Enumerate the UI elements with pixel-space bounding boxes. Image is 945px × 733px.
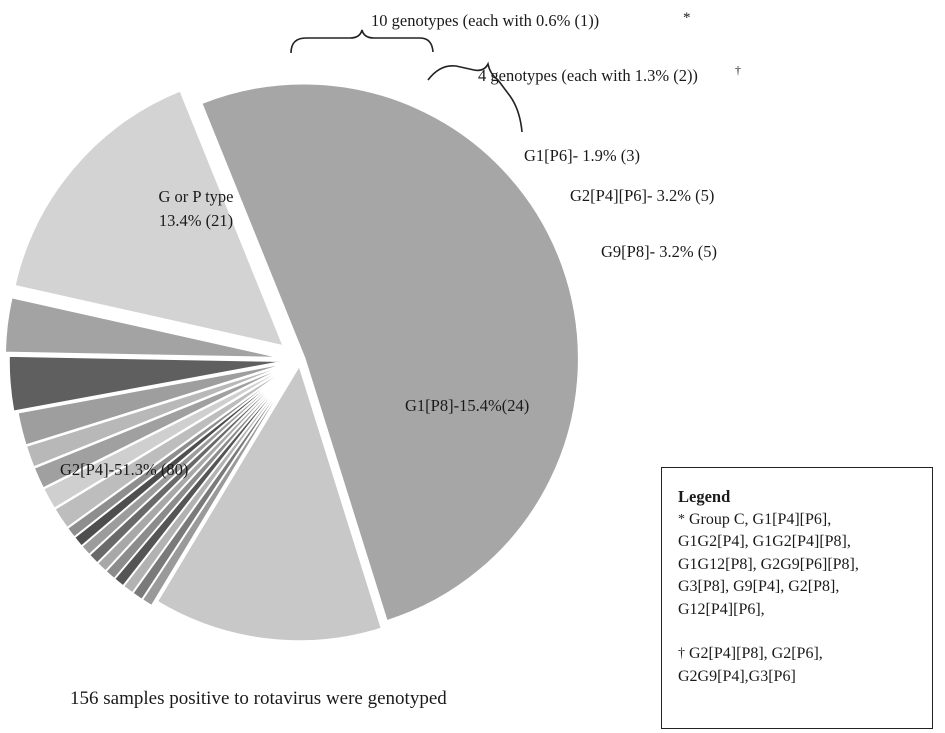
- legend-dagger-text-1: G2[P4][P8], G2[P6],: [689, 645, 823, 662]
- slice-label-g2p4p6: G2[P4][P6]- 3.2% (5): [570, 186, 714, 205]
- pie-slices: [5, 84, 578, 641]
- legend-box: Legend * Group C, G1[P4][P6], G1G2[P4], …: [661, 467, 933, 729]
- legend-star-line-1: * Group C, G1[P4][P6],: [678, 509, 932, 532]
- slice-label-g2p4: G2[P4]-51.3% (80): [60, 460, 188, 479]
- slice-label-g1p8: G1[P8]-15.4%(24): [405, 396, 529, 415]
- annotation-ten-marker: *: [683, 10, 691, 26]
- annotation-four-genotypes: 4 genotypes (each with 1.3% (2)): [478, 66, 698, 85]
- slice-label-gorp-line1: G or P type: [158, 187, 233, 206]
- bracket-ten-genotypes: [291, 30, 433, 53]
- legend-star-text-1: Group C, G1[P4][P6],: [689, 511, 831, 528]
- legend-star-line-3: G1G12[P8], G2G9[P6][P8],: [678, 554, 932, 577]
- legend-title: Legend: [678, 486, 932, 509]
- annotation-ten-genotypes: 10 genotypes (each with 0.6% (1)): [371, 11, 599, 30]
- legend-dagger-line-1: † G2[P4][P8], G2[P6],: [678, 643, 932, 666]
- legend-star-line-2: G1G2[P4], G1G2[P4][P8],: [678, 531, 932, 554]
- legend-dagger-line-2: G2G9[P4],G3[P6]: [678, 666, 932, 689]
- legend-star-line-4: G3[P8], G9[P4], G2[P8],: [678, 576, 932, 599]
- slice-label-g9p8: G9[P8]- 3.2% (5): [601, 242, 717, 261]
- slice-label-g1p6: G1[P6]- 1.9% (3): [524, 146, 640, 165]
- legend-gap: [678, 621, 932, 643]
- legend-dagger-marker: †: [678, 646, 685, 661]
- chart-caption: 156 samples positive to rotavirus were g…: [70, 688, 590, 710]
- slice-label-gorp-line2: 13.4% (21): [159, 211, 233, 230]
- annotation-four-marker: †: [735, 63, 741, 77]
- legend-star-line-5: G12[P4][P6],: [678, 599, 932, 622]
- legend-star-marker: *: [678, 512, 685, 527]
